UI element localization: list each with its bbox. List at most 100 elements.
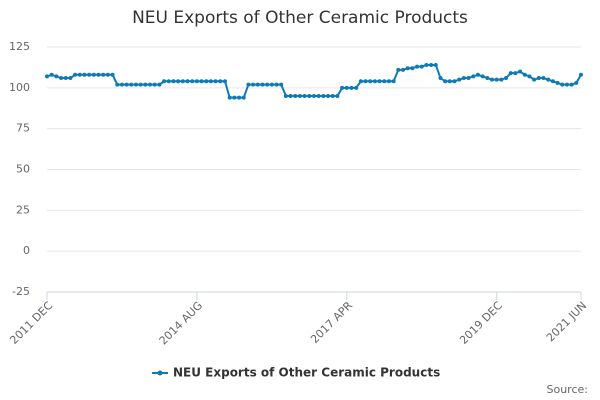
point: [223, 79, 227, 84]
point: [101, 72, 106, 77]
x-tick-label: 2011 DEC: [7, 299, 55, 347]
point: [546, 77, 551, 82]
point: [485, 76, 490, 81]
point: [522, 72, 527, 77]
point: [518, 69, 523, 74]
point: [213, 79, 218, 84]
point: [377, 79, 382, 84]
point: [134, 82, 138, 87]
point: [527, 74, 532, 79]
point: [166, 79, 171, 84]
source: Source:: [547, 383, 589, 396]
y-tick-label: 25: [16, 203, 30, 216]
point: [344, 85, 349, 90]
point: [260, 82, 265, 87]
point: [176, 79, 181, 84]
point: [480, 74, 485, 79]
point: [241, 95, 246, 100]
point: [110, 72, 115, 77]
point: [330, 94, 335, 98]
point: [541, 76, 546, 81]
point: [452, 79, 457, 84]
point: [579, 72, 583, 77]
point: [316, 94, 321, 98]
point: [391, 79, 396, 84]
point: [368, 79, 373, 84]
point: [382, 79, 387, 84]
point: [532, 77, 537, 82]
chart-title: NEU Exports of Other Ceramic Products: [132, 8, 468, 28]
point: [246, 82, 251, 87]
point: [185, 79, 190, 84]
x-tick-label: 2019 DEC: [457, 299, 505, 347]
point: [77, 72, 82, 77]
point: [199, 79, 204, 84]
point: [171, 79, 176, 84]
point: [302, 94, 307, 98]
point: [45, 74, 49, 79]
point: [340, 85, 345, 90]
point: [96, 72, 101, 77]
point: [265, 82, 270, 87]
point: [321, 94, 326, 98]
point: [274, 82, 279, 87]
point: [87, 72, 92, 77]
x-tick-label: 2021 JUN: [544, 299, 589, 344]
point: [124, 82, 129, 87]
point: [251, 82, 256, 87]
point: [536, 76, 541, 81]
point: [73, 72, 78, 77]
point: [180, 79, 185, 84]
point: [438, 76, 443, 81]
point: [354, 85, 359, 90]
point: [68, 76, 73, 81]
x-tick-label: 2017 APR: [308, 299, 355, 346]
point: [560, 82, 565, 87]
y-tick-label: -25: [12, 285, 30, 298]
point: [91, 72, 96, 77]
point: [204, 79, 209, 84]
point: [82, 72, 87, 77]
y-tick-label: 0: [23, 244, 30, 257]
point: [208, 79, 213, 84]
point: [410, 66, 415, 71]
point: [429, 62, 434, 67]
point: [443, 79, 448, 84]
point: [508, 71, 513, 76]
point: [386, 79, 391, 84]
point: [279, 82, 284, 87]
point: [255, 82, 260, 87]
point: [466, 76, 471, 81]
point: [457, 77, 462, 82]
point: [283, 94, 288, 98]
point: [143, 82, 148, 87]
point: [54, 74, 59, 79]
point: [297, 94, 302, 98]
point: [335, 94, 340, 98]
point: [494, 77, 499, 82]
point: [194, 79, 199, 84]
y-tick-label: 75: [16, 122, 30, 135]
point: [288, 94, 293, 98]
point: [293, 94, 298, 98]
point: [232, 95, 237, 100]
point: [550, 79, 555, 84]
point: [218, 79, 223, 84]
point: [499, 77, 504, 82]
point: [307, 94, 312, 98]
point: [326, 94, 331, 98]
y-tick-label: 125: [9, 40, 30, 53]
point: [401, 67, 405, 72]
point: [363, 79, 368, 84]
point: [349, 85, 354, 90]
point: [115, 82, 120, 87]
y-tick-label: 100: [9, 81, 30, 94]
point: [129, 82, 134, 87]
x-tick-label: 2014 AUG: [157, 299, 206, 348]
point: [574, 80, 579, 85]
point: [424, 62, 429, 67]
legend-label: NEU Exports of Other Ceramic Products: [173, 366, 440, 380]
point: [157, 82, 162, 87]
point: [138, 82, 143, 87]
